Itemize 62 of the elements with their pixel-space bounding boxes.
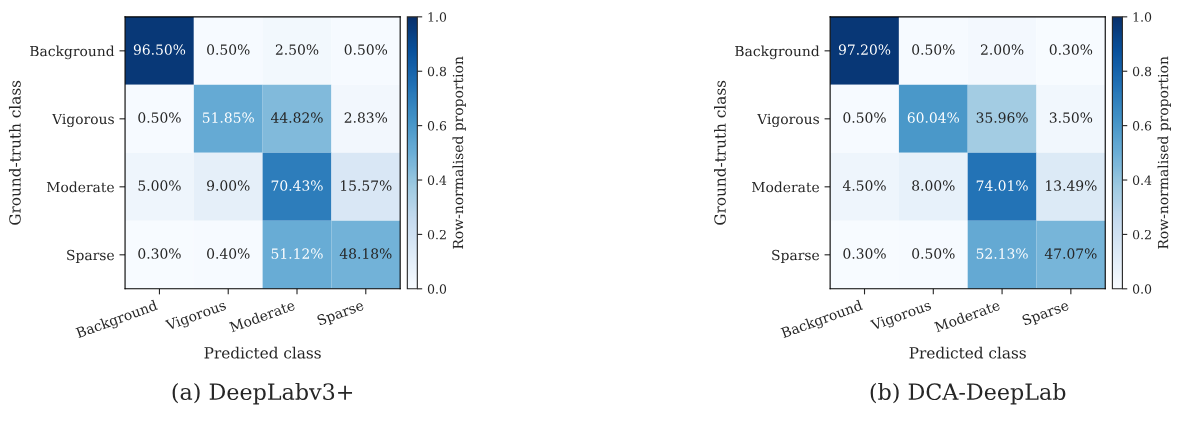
data-label: 0.50% <box>138 112 181 123</box>
data-label: 15.57% <box>341 180 392 191</box>
x-axis-title: Predicted class <box>909 346 1026 359</box>
data-label: 5.00% <box>138 180 181 191</box>
data-label: 96.50% <box>133 44 186 55</box>
y-tick-label: Background <box>30 45 115 60</box>
color-bar-title: Row-normalised proportion <box>1157 56 1171 249</box>
y-tick-label: Moderate <box>46 181 114 193</box>
data-label: 51.12% <box>271 248 323 259</box>
data-label: 0.50% <box>912 248 955 259</box>
data-label: 47.07% <box>1044 248 1097 259</box>
data-label: 2.00% <box>980 44 1024 55</box>
data-label: 97.20% <box>838 44 891 55</box>
color-bar-label: 0.0 <box>1132 284 1152 294</box>
y-axis-title: Ground-truth class <box>8 80 21 225</box>
data-label: 0.50% <box>207 44 250 55</box>
data-label: 60.04% <box>907 112 960 123</box>
data-label: 2.50% <box>275 44 319 55</box>
y-tick-label: Sparse <box>67 249 114 263</box>
data-label: 0.40% <box>207 248 250 259</box>
data-label: 0.30% <box>843 248 886 259</box>
data-label: 48.18% <box>339 248 392 259</box>
color-bar-title: Row-normalised proportion <box>452 56 466 249</box>
color-bar-label: 0.4 <box>427 175 447 185</box>
y-tick-label: Background <box>735 45 820 60</box>
x-tick-label: Sparse <box>1021 299 1071 329</box>
data-label: 52.13% <box>976 248 1028 259</box>
data-label: 2.83% <box>344 112 388 123</box>
data-label: 13.49% <box>1046 180 1097 191</box>
y-tick-label: Vigorous <box>757 113 819 128</box>
color-bar-label: 0.8 <box>427 66 447 77</box>
y-tick-label: Vigorous <box>51 113 114 128</box>
y-tick-label: Moderate <box>751 181 820 193</box>
color-bar-label: 0.0 <box>427 284 447 294</box>
text: (a) DeepLabv3+ <box>172 382 353 405</box>
data-label: 70.43% <box>271 180 323 191</box>
data-label: 35.96% <box>976 112 1028 123</box>
data-label: 4.50% <box>842 180 886 191</box>
data-label: 0.50% <box>912 44 955 55</box>
data-label: 0.50% <box>344 44 388 55</box>
color-bar-label: 0.2 <box>427 229 446 240</box>
data-label: 44.82% <box>270 112 323 123</box>
data-label: 0.50% <box>843 112 886 123</box>
color-bar-label: 0.6 <box>1132 121 1152 131</box>
y-axis-title: Ground-truth class <box>714 80 726 225</box>
data-label: 0.30% <box>1049 44 1093 55</box>
x-tick-label: Sparse <box>316 299 366 329</box>
data-label: 74.01% <box>976 180 1028 191</box>
color-bar-label: 0.8 <box>1132 66 1152 77</box>
color-bar-label: 0.2 <box>1132 229 1151 240</box>
data-label: 3.50% <box>1049 112 1093 123</box>
data-label: 9.00% <box>207 180 250 191</box>
color-bar-label: 1.0 <box>428 12 447 22</box>
x-axis-title: Predicted class <box>204 346 321 359</box>
y-tick-label: Sparse <box>772 249 820 263</box>
color-bar-label: 0.4 <box>1132 175 1152 185</box>
text: (b) DCA-DeepLab <box>870 382 1066 405</box>
color-bar-label: 0.6 <box>427 121 447 131</box>
data-label: 51.85% <box>202 112 254 123</box>
data-label: 8.00% <box>912 180 955 191</box>
color-bar-label: 1.0 <box>1133 12 1152 22</box>
data-label: 0.30% <box>138 248 181 259</box>
